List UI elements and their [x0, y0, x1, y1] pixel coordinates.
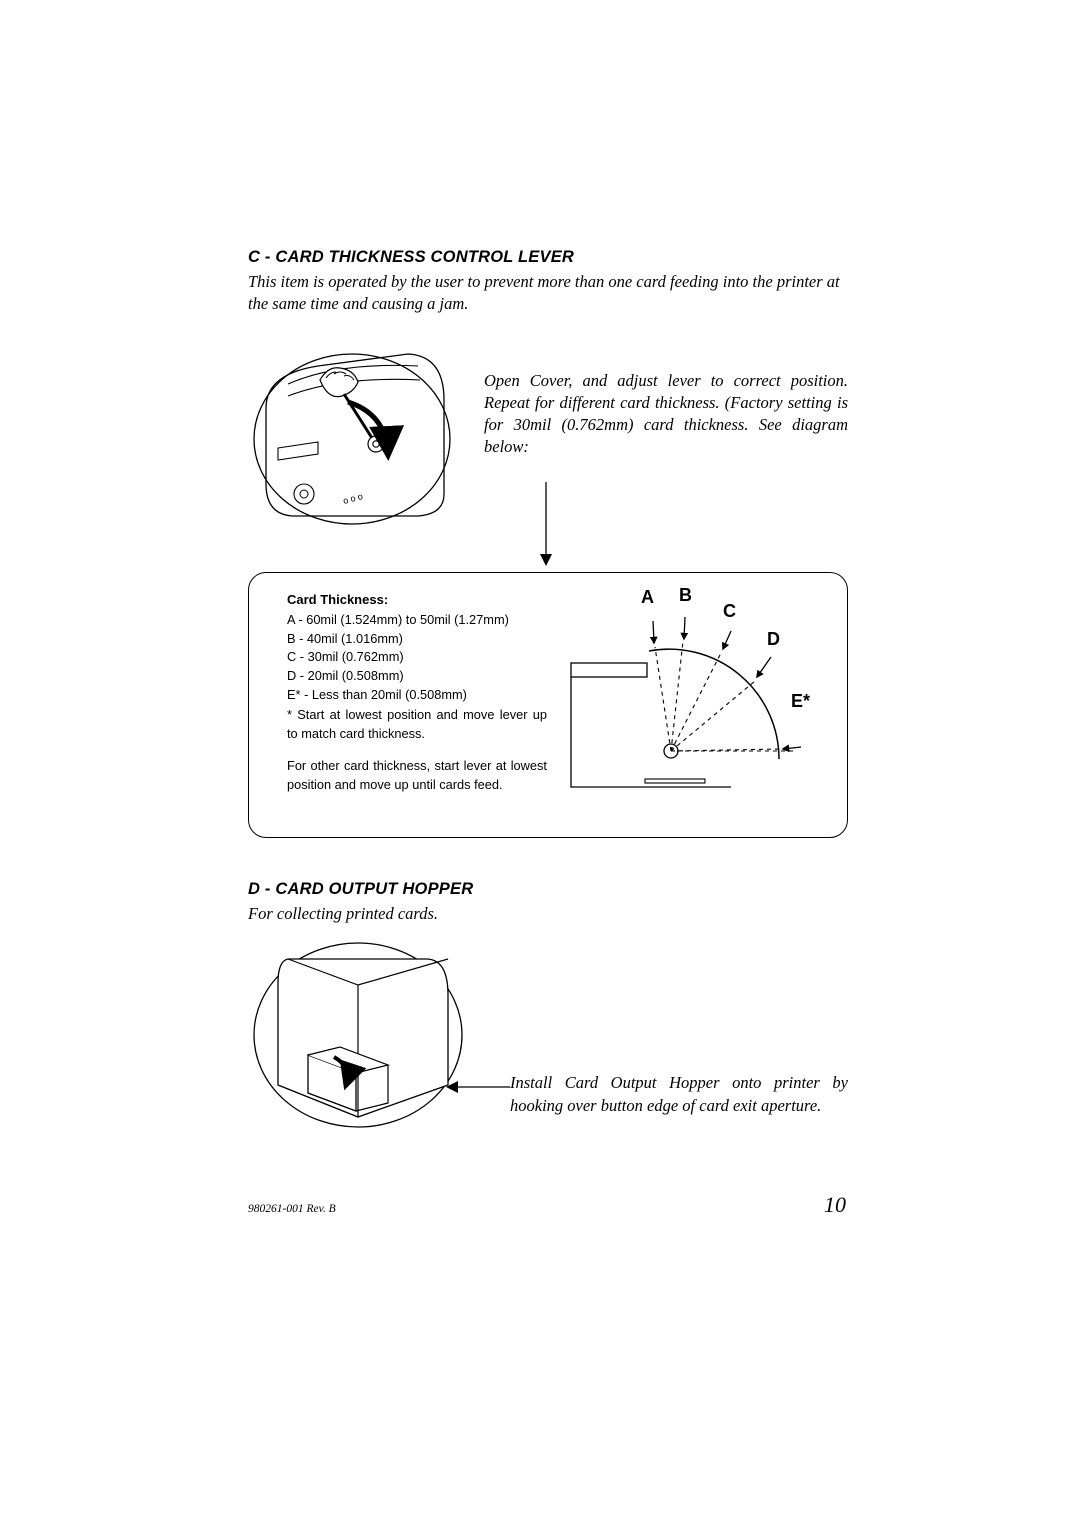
- hopper-install-text: Install Card Output Hopper onto printer …: [504, 1072, 848, 1135]
- printer-lever-illustration: o o o: [248, 344, 456, 530]
- thickness-row-d: D - 20mil (0.508mm): [287, 667, 547, 686]
- lever-label-e: E*: [791, 691, 810, 712]
- lever-diagram: A B C D E*: [565, 591, 825, 811]
- hopper-illustration: [248, 935, 468, 1135]
- section-d: D - CARD OUTPUT HOPPER For collecting pr…: [248, 880, 848, 1135]
- footer-doc-rev: 980261-001 Rev. B: [248, 1203, 336, 1215]
- thickness-note: * Start at lowest position and move leve…: [287, 706, 547, 743]
- thickness-para2: For other card thickness, start lever at…: [287, 757, 547, 794]
- thickness-text: Card Thickness: A - 60mil (1.524mm) to 5…: [287, 591, 547, 811]
- section-d-description: For collecting printed cards.: [248, 903, 848, 925]
- lever-label-d: D: [767, 629, 780, 650]
- thickness-panel: Card Thickness: A - 60mil (1.524mm) to 5…: [248, 572, 848, 838]
- thickness-row-b: B - 40mil (1.016mm): [287, 630, 547, 649]
- thickness-row-a: A - 60mil (1.524mm) to 50mil (1.27mm): [287, 611, 547, 630]
- thickness-row-e: E* - Less than 20mil (0.508mm): [287, 686, 547, 705]
- lever-label-a: A: [641, 587, 654, 608]
- section-d-heading: D - CARD OUTPUT HOPPER: [248, 880, 848, 899]
- section-c-heading: C - CARD THICKNESS CONTROL LEVER: [248, 248, 848, 267]
- thickness-title: Card Thickness:: [287, 591, 547, 610]
- lever-label-c: C: [723, 601, 736, 622]
- down-arrow: [248, 524, 848, 572]
- lever-label-b: B: [679, 585, 692, 606]
- open-cover-text: Open Cover, and adjust lever to correct …: [484, 344, 848, 459]
- thickness-row-c: C - 30mil (0.762mm): [287, 648, 547, 667]
- section-c-description: This item is operated by the user to pre…: [248, 271, 848, 316]
- page-footer: 980261-001 Rev. B 10: [248, 1192, 846, 1218]
- svg-text:o o o: o o o: [342, 491, 364, 506]
- footer-page-number: 10: [824, 1192, 846, 1218]
